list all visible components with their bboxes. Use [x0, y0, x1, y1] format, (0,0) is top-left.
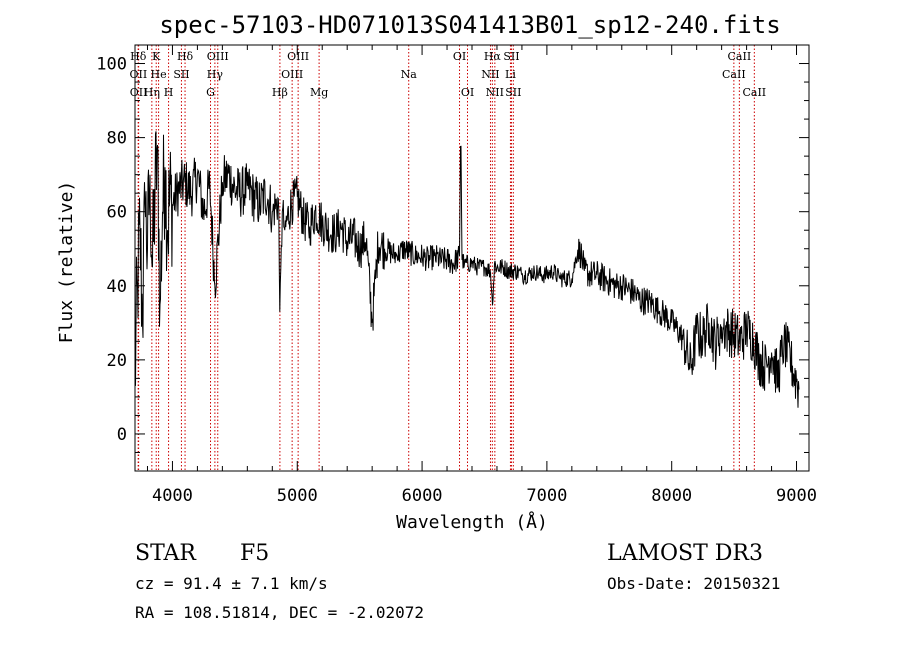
x-tick-label: 7000 — [526, 486, 567, 506]
spectral-line-label: CaII — [722, 68, 746, 81]
spectral-line-label: OI — [461, 86, 474, 99]
spectral-line-label: OIII — [287, 50, 309, 63]
spectral-line-label: Hδ — [177, 50, 194, 63]
y-tick-label: 60 — [107, 203, 127, 223]
spectral-line-label: CaII — [728, 50, 752, 63]
spectral-line-label: G — [206, 86, 215, 99]
spectral-line-label: OII — [130, 68, 148, 81]
chart-title: spec-57103-HD071013S041413B01_sp12-240.f… — [159, 11, 780, 39]
y-tick-label: 80 — [107, 129, 127, 149]
x-tick-label: 9000 — [776, 486, 817, 506]
spectral-line-label: K — [152, 50, 161, 63]
spectral-line-label: SII — [503, 50, 519, 63]
spectral-line-label: Hδ — [130, 50, 147, 63]
spectral-line-label: NII — [481, 68, 499, 81]
spectral-line-label: CaII — [742, 86, 766, 99]
y-tick-label: 100 — [96, 55, 127, 75]
redshift-info: cz = 91.4 ± 7.1 km/s — [135, 574, 328, 593]
spectral-line-label: Na — [401, 68, 418, 81]
spectral-lines — [137, 45, 755, 471]
spectral-line-label: OIII — [281, 68, 303, 81]
object-subclass: F5 — [240, 541, 269, 566]
spectral-line-label: Mg — [310, 86, 328, 99]
y-tick-label: 20 — [107, 351, 127, 371]
spectral-line-label: Hα — [484, 50, 502, 63]
survey-name: LAMOST DR3 — [607, 541, 763, 566]
x-tick-label: 4000 — [152, 486, 193, 506]
y-axis: 0 20 40 60 80 100 — [96, 55, 809, 472]
spectral-line-label: Hη — [144, 86, 160, 99]
y-tick-label: 0 — [117, 425, 127, 445]
spectral-line-label: OIII — [207, 50, 229, 63]
y-tick-label: 40 — [107, 277, 127, 297]
spectrum-line — [134, 131, 800, 408]
x-tick-label: 6000 — [402, 486, 443, 506]
spectral-line-label: OII — [130, 86, 148, 99]
x-tick-label: 5000 — [277, 486, 318, 506]
spectral-line-label: OI — [453, 50, 466, 63]
object-class: STAR — [135, 541, 197, 566]
spectral-line-label: He — [151, 68, 167, 81]
x-axis: 4000 5000 6000 7000 8000 9000 — [146, 45, 817, 506]
spectral-line-label: SII — [173, 68, 189, 81]
x-tick-label: 8000 — [651, 486, 692, 506]
spectral-line-label: SII — [505, 86, 521, 99]
x-axis-title: Wavelength (Å) — [396, 511, 548, 533]
spectral-line-label: Hγ — [207, 68, 224, 81]
spectral-line-label: Li — [505, 68, 516, 81]
spectral-line-label: Hβ — [272, 86, 288, 99]
spectral-line-label: H — [164, 86, 174, 99]
y-axis-title: Flux (relative) — [56, 181, 77, 344]
coordinates: RA = 108.51814, DEC = -2.02072 — [135, 603, 424, 622]
spectral-line-label: NII — [486, 86, 504, 99]
plot-frame — [134, 44, 810, 472]
obs-date: Obs-Date: 20150321 — [607, 574, 780, 593]
